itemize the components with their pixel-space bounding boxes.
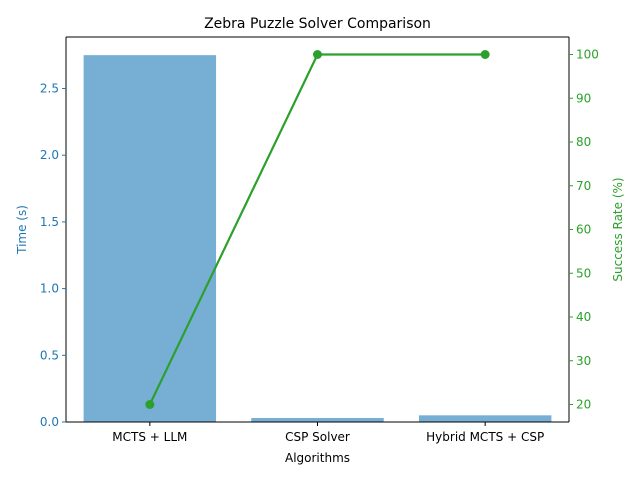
right-tick-label: 30	[576, 354, 591, 368]
right-tick-label: 50	[576, 266, 591, 280]
right-tick-label: 20	[576, 398, 591, 412]
left-tick-label: 0.0	[40, 415, 59, 429]
line-point-0	[145, 400, 155, 409]
left-axis-label: Time (s)	[15, 205, 29, 255]
bar-2	[418, 415, 552, 422]
bar-group	[83, 55, 552, 422]
bar-1	[251, 417, 384, 422]
right-tick-label: 80	[576, 135, 591, 149]
x-tick-label: MCTS + LLM	[112, 430, 187, 444]
bar-0	[83, 55, 217, 422]
left-tick-label: 2.5	[40, 81, 59, 95]
right-axis-label: Success Rate (%)	[611, 177, 625, 281]
right-axis-ticks: 20 30 40 50 60 70 80 90 100	[569, 48, 599, 412]
right-tick-label: 60	[576, 223, 591, 237]
x-axis-label: Algorithms	[285, 451, 350, 465]
chart-title: Zebra Puzzle Solver Comparison	[204, 16, 431, 32]
x-tick-label: Hybrid MCTS + CSP	[426, 430, 544, 444]
line-point-2	[480, 50, 490, 59]
x-tick-label: CSP Solver	[285, 430, 350, 444]
right-tick-label: 70	[576, 179, 591, 193]
right-tick-label: 100	[576, 48, 599, 62]
left-tick-label: 1.0	[40, 282, 59, 296]
line-group	[145, 50, 490, 409]
right-tick-label: 90	[576, 91, 591, 105]
left-tick-label: 1.5	[40, 215, 59, 229]
left-tick-label: 0.5	[40, 348, 59, 362]
right-tick-label: 40	[576, 310, 591, 324]
x-axis-ticks: MCTS + LLM CSP Solver Hybrid MCTS + CSP	[112, 422, 544, 444]
line-point-1	[313, 50, 322, 59]
left-tick-label: 2.0	[40, 148, 59, 162]
left-axis-ticks: 0.0 0.5 1.0 1.5 2.0 2.5	[40, 81, 66, 429]
